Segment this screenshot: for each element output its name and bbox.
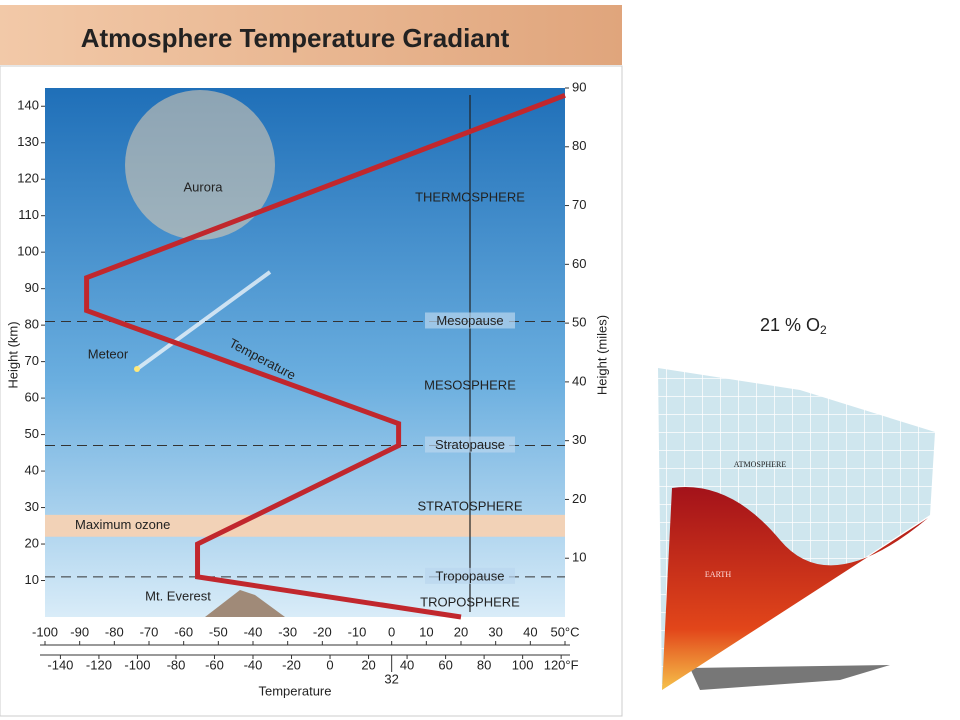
x2-tick-label: 80 [477, 657, 491, 672]
y-tick-label: 70 [25, 353, 39, 368]
x-tick-label: -80 [105, 624, 124, 639]
chart-title: Atmosphere Temperature Gradiant [81, 23, 510, 53]
cone-label: ATMOSPHERE [734, 460, 787, 469]
mountain [205, 590, 285, 617]
cone-shadow [690, 665, 890, 690]
layer-label: TROPOSPHERE [420, 594, 520, 609]
meteor-trail [135, 270, 272, 371]
y2-tick-label: 10 [572, 550, 586, 565]
y2-tick-label: 40 [572, 373, 586, 388]
boundary-label: Tropopause [436, 568, 505, 583]
y2-tick-label: 90 [572, 79, 586, 94]
y-tick-label: 120 [17, 171, 39, 186]
boundary-label-bg [425, 567, 515, 584]
y-tick-label: 40 [25, 463, 39, 478]
y2-tick-label: 20 [572, 491, 586, 506]
title-banner [0, 5, 622, 65]
y-axis-label: Height (km) [5, 321, 20, 388]
y-tick-label: 90 [25, 280, 39, 295]
x2-tick-label: -60 [205, 657, 224, 672]
annotation: Mt. Everest [145, 588, 211, 603]
y-tick-label: 20 [25, 535, 39, 550]
x2-tick-label: -120 [86, 657, 112, 672]
x-tick-label: -10 [348, 624, 367, 639]
y-tick-label: 50 [25, 426, 39, 441]
annotation: Aurora [183, 179, 223, 194]
side-note-text: 21 % O [760, 315, 820, 335]
x2-tick-label: 20 [361, 657, 375, 672]
cone-illustration: ATMOSPHERE EARTH [658, 368, 935, 690]
x2-tick-label: 32 [384, 671, 398, 686]
y-tick-label: 100 [17, 244, 39, 259]
aurora [125, 90, 275, 240]
y-tick-label: 10 [25, 572, 39, 587]
y2-tick-label: 60 [572, 256, 586, 271]
y-tick-label: 130 [17, 134, 39, 149]
boundary-label-bg [425, 312, 515, 329]
x2-tick-label: -40 [244, 657, 263, 672]
x2-tick-label: 60 [438, 657, 452, 672]
meteor [134, 366, 140, 372]
y2-tick-label: 50 [572, 315, 586, 330]
layer-label: MESOSPHERE [424, 377, 516, 392]
temperature-line [84, 92, 566, 620]
x-tick-label: -100 [32, 624, 58, 639]
x-tick-label: 0 [388, 624, 395, 639]
boundary-label-bg [425, 436, 515, 453]
layer-label: THERMOSPHERE [415, 189, 525, 204]
y2-axis-label: Height (miles) [594, 315, 609, 395]
x-tick-label: -30 [278, 624, 297, 639]
x-tick-label: 20 [454, 624, 468, 639]
x-tick-label: 50°C [550, 624, 579, 639]
x-tick-label: -20 [313, 624, 332, 639]
annotation: Meteor [88, 346, 129, 361]
y2-tick-label: 30 [572, 432, 586, 447]
x2-tick-label: -20 [282, 657, 301, 672]
plot: Maximum ozone Mesopause Stratopause Tropopa… [17, 79, 586, 686]
y-tick-label: 80 [25, 317, 39, 332]
x2-tick-label: 0 [326, 657, 333, 672]
x2-tick-label: -140 [47, 657, 73, 672]
ozone-band [45, 514, 565, 537]
y2-tick-label: 80 [572, 138, 586, 153]
x2-tick-label: -100 [124, 657, 150, 672]
y-tick-label: 30 [25, 499, 39, 514]
cone-earth [662, 487, 928, 690]
x-tick-label: -70 [140, 624, 159, 639]
y-tick-label: 140 [17, 98, 39, 113]
side-note: 21 % O2 [760, 315, 827, 337]
x-axis-label: Temperature [259, 683, 332, 698]
y2-tick-label: 70 [572, 197, 586, 212]
x2-tick-label: 100 [512, 657, 534, 672]
cone-label: EARTH [705, 570, 731, 579]
x-tick-label: 40 [523, 624, 537, 639]
x2-tick-label: 120°F [544, 657, 579, 672]
band-label: Maximum ozone [75, 517, 170, 532]
x-tick-label: -50 [209, 624, 228, 639]
x-tick-label: -90 [70, 624, 89, 639]
side-note-subscript: 2 [820, 323, 827, 337]
x-tick-label: 30 [488, 624, 502, 639]
x2-tick-label: -80 [167, 657, 186, 672]
x-tick-label: -40 [244, 624, 263, 639]
y-tick-label: 60 [25, 390, 39, 405]
layer-label: STRATOSPHERE [418, 498, 523, 513]
x-tick-label: 10 [419, 624, 433, 639]
x-tick-label: -60 [174, 624, 193, 639]
boundary-label: Stratopause [435, 437, 505, 452]
y-tick-label: 110 [18, 207, 39, 222]
x2-tick-label: 40 [400, 657, 414, 672]
boundary-label: Mesopause [436, 313, 503, 328]
